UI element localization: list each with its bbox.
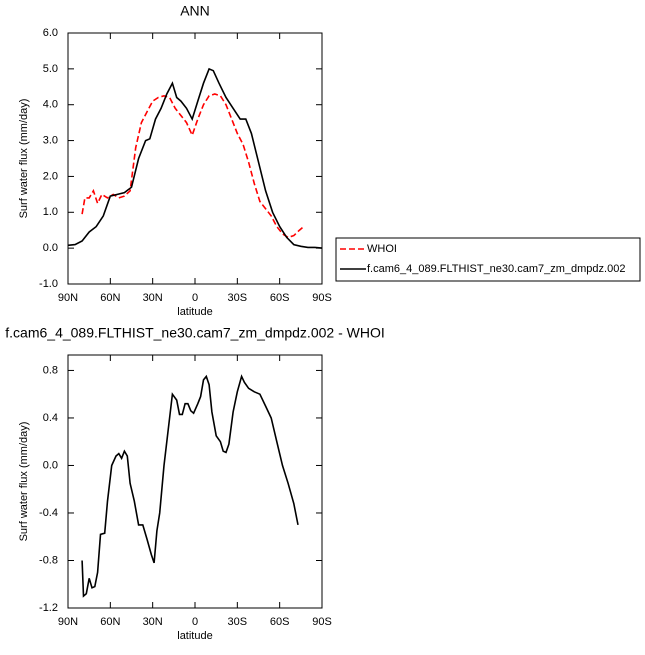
plot-frame: [67, 354, 323, 609]
x-tick-label: 60S: [270, 292, 290, 304]
x-tick-label: 30N: [143, 616, 163, 628]
y-tick-label: 3.0: [43, 134, 58, 146]
x-axis-label: latitude: [177, 630, 212, 642]
x-tick-label: 60N: [100, 292, 120, 304]
legend-label: WHOI: [367, 243, 397, 255]
x-tick-label: 30S: [228, 292, 248, 304]
y-tick-label: 5.0: [43, 63, 58, 75]
data-line: [67, 67, 323, 249]
x-tick-label: 60S: [270, 616, 290, 628]
y-tick-label: -0.4: [39, 507, 58, 519]
y-tick-label: 0.8: [43, 364, 58, 376]
y-tick-label: -0.8: [39, 554, 58, 566]
y-tick-label: 6.0: [43, 27, 58, 39]
y-tick-label: 4.0: [43, 99, 58, 111]
x-axis-label: latitude: [177, 306, 212, 318]
x-tick-label: 30N: [143, 292, 163, 304]
y-tick-label: -1.0: [39, 278, 58, 290]
legend-label: f.cam6_4_089.FLTHIST_ne30.cam7_zm_dmpdz.…: [367, 263, 625, 275]
y-tick-label: 0.0: [43, 459, 58, 471]
x-tick-label: 0: [192, 292, 198, 304]
x-tick-label: 30S: [228, 616, 248, 628]
x-tick-label: 0: [192, 616, 198, 628]
chart-title: ANN: [180, 3, 210, 19]
x-tick-label: 90S: [312, 616, 332, 628]
y-axis-label: Surf water flux (mm/day): [18, 422, 30, 542]
legend-box: [335, 237, 641, 282]
x-tick-label: 90N: [58, 616, 78, 628]
y-tick-label: 2.0: [43, 170, 58, 182]
y-axis-label: Surf water flux (mm/day): [18, 99, 30, 219]
x-tick-label: 60N: [100, 616, 120, 628]
plot-frame: [67, 32, 323, 285]
y-tick-label: 0.4: [43, 412, 58, 424]
y-tick-label: -1.2: [39, 602, 58, 614]
x-tick-label: 90N: [58, 292, 78, 304]
x-tick-label: 90S: [312, 292, 332, 304]
y-tick-label: 1.0: [43, 206, 58, 218]
y-tick-label: 0.0: [43, 242, 58, 254]
data-line: [81, 374, 299, 598]
chart-title: f.cam6_4_089.FLTHIST_ne30.cam7_zm_dmpdz.…: [5, 325, 384, 341]
